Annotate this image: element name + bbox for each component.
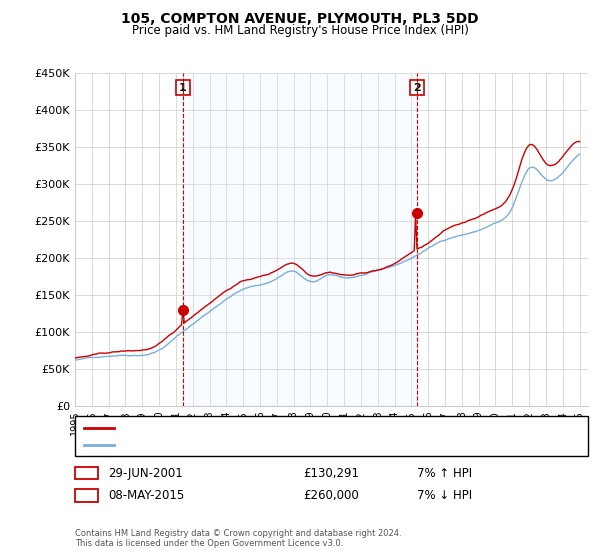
Text: Price paid vs. HM Land Registry's House Price Index (HPI): Price paid vs. HM Land Registry's House …: [131, 24, 469, 36]
Text: 29-JUN-2001: 29-JUN-2001: [108, 466, 183, 480]
Text: 105, COMPTON AVENUE, PLYMOUTH, PL3 5DD: 105, COMPTON AVENUE, PLYMOUTH, PL3 5DD: [121, 12, 479, 26]
Bar: [183, 73, 417, 406]
Text: 08-MAY-2015: 08-MAY-2015: [108, 489, 184, 502]
Text: 105, COMPTON AVENUE, PLYMOUTH, PL3 5DD (detached house): 105, COMPTON AVENUE, PLYMOUTH, PL3 5DD (…: [120, 423, 452, 433]
Text: £130,291: £130,291: [303, 466, 359, 480]
Text: 7% ↓ HPI: 7% ↓ HPI: [417, 489, 472, 502]
Text: 1: 1: [83, 468, 90, 478]
Text: HPI: Average price, detached house, City of Plymouth: HPI: Average price, detached house, City…: [120, 440, 400, 450]
Text: Contains HM Land Registry data © Crown copyright and database right 2024.: Contains HM Land Registry data © Crown c…: [75, 529, 401, 538]
Text: 7% ↑ HPI: 7% ↑ HPI: [417, 466, 472, 480]
Text: £260,000: £260,000: [303, 489, 359, 502]
Text: 2: 2: [83, 491, 90, 501]
Text: 2: 2: [413, 83, 421, 92]
Text: This data is licensed under the Open Government Licence v3.0.: This data is licensed under the Open Gov…: [75, 539, 343, 548]
Text: 1: 1: [179, 83, 187, 92]
